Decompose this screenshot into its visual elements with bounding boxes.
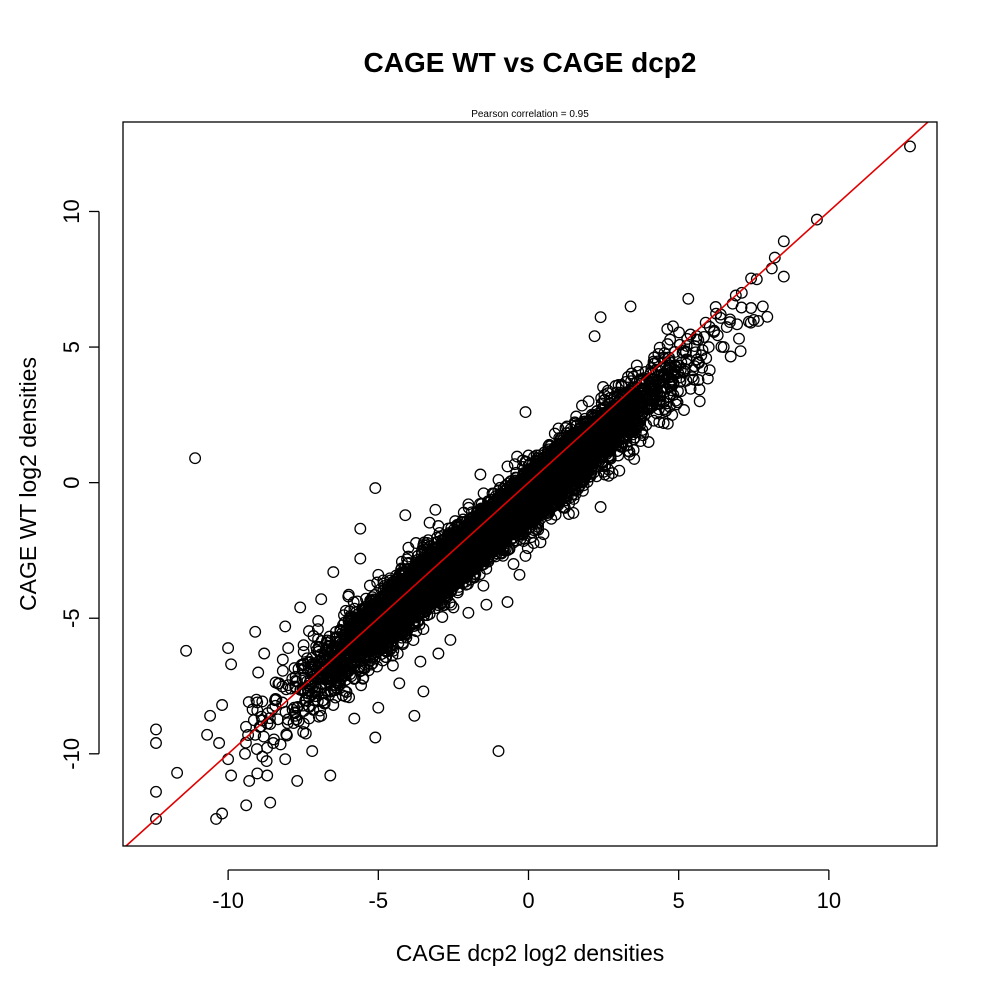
- chart-subtitle: Pearson correlation = 0.95: [471, 109, 589, 120]
- data-point: [745, 302, 758, 314]
- chart-title: CAGE WT vs CAGE dcp2: [364, 47, 697, 78]
- data-point: [303, 625, 315, 638]
- data-point: [613, 464, 626, 477]
- data-point: [276, 664, 289, 677]
- data-point: [667, 320, 679, 333]
- data-point: [698, 330, 710, 343]
- data-point: [661, 417, 674, 430]
- data-point: [634, 435, 647, 448]
- data-points: [150, 140, 916, 825]
- data-point: [701, 372, 714, 385]
- data-point: [240, 720, 252, 733]
- data-point: [724, 350, 737, 363]
- data-point: [371, 576, 384, 589]
- data-point: [711, 329, 724, 342]
- data-point: [242, 729, 255, 741]
- data-point: [731, 318, 744, 331]
- data-point: [239, 747, 251, 760]
- data-point: [263, 712, 276, 725]
- data-point: [692, 374, 705, 386]
- data-point: [648, 351, 661, 364]
- data-point: [710, 307, 723, 320]
- data-point: [724, 313, 736, 326]
- data-point: [673, 326, 685, 339]
- data-point: [703, 364, 716, 377]
- data-point: [436, 611, 449, 623]
- data-point: [276, 653, 289, 666]
- data-point: [324, 634, 337, 647]
- data-point: [242, 696, 255, 709]
- data-point: [508, 458, 521, 471]
- data-point: [733, 332, 745, 345]
